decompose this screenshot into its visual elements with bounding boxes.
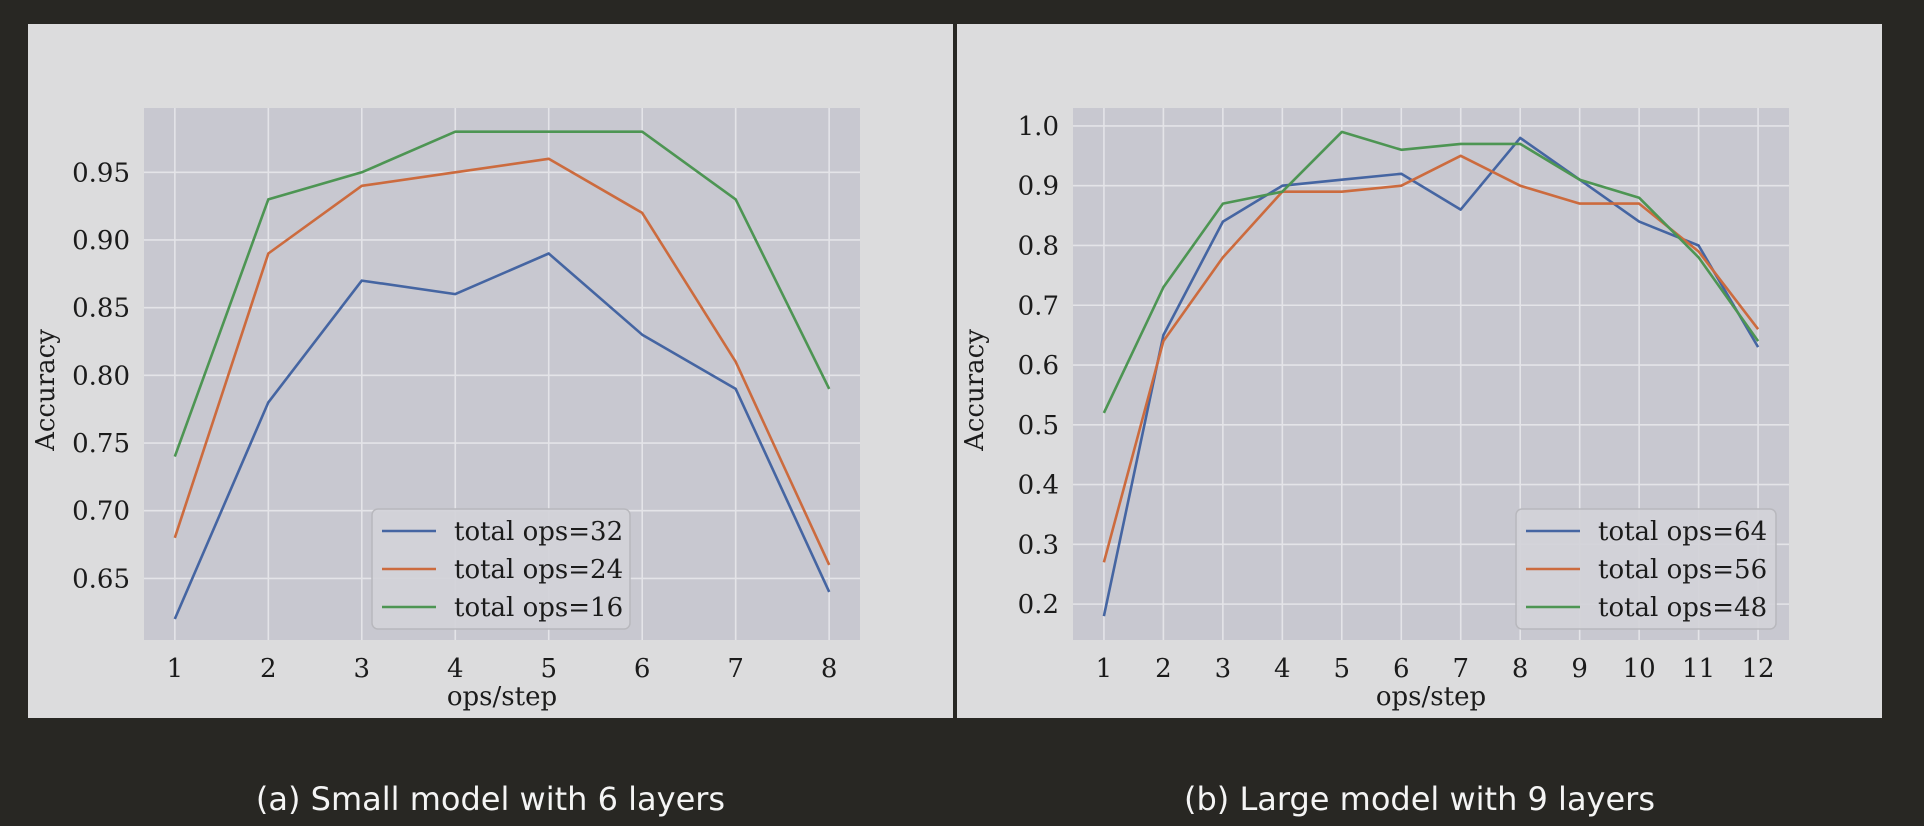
x-axis-label: ops/step bbox=[447, 682, 557, 712]
legend-entry: total ops=48 bbox=[1598, 593, 1767, 623]
x-tick-label: 4 bbox=[1274, 654, 1291, 684]
x-tick-label: 11 bbox=[1682, 654, 1715, 684]
y-tick-label: 0.65 bbox=[72, 564, 130, 594]
y-tick-label: 0.8 bbox=[1018, 231, 1059, 261]
y-tick-label: 0.85 bbox=[72, 294, 130, 324]
y-tick-label: 0.95 bbox=[72, 158, 130, 188]
x-tick-label: 2 bbox=[260, 654, 277, 684]
x-tick-label: 12 bbox=[1742, 654, 1775, 684]
x-tick-label: 8 bbox=[1512, 654, 1529, 684]
series-line-2 bbox=[173, 157, 831, 566]
x-tick-label: 4 bbox=[447, 654, 464, 684]
x-tick-label: 6 bbox=[1393, 654, 1410, 684]
legend-entry: total ops=24 bbox=[454, 555, 623, 585]
legend-entry: total ops=32 bbox=[454, 517, 623, 547]
x-tick-label: 7 bbox=[727, 654, 744, 684]
legend-entry: total ops=64 bbox=[1598, 517, 1767, 547]
y-tick-label: 0.2 bbox=[1018, 590, 1059, 620]
y-tick-label: 0.5 bbox=[1018, 411, 1059, 441]
x-tick-label: 5 bbox=[540, 654, 557, 684]
legend-entry: total ops=56 bbox=[1598, 555, 1767, 585]
series-line-1 bbox=[173, 252, 831, 620]
y-tick-label: 0.70 bbox=[72, 497, 130, 527]
y-tick-label: 0.6 bbox=[1018, 351, 1059, 381]
x-tick-label: 3 bbox=[354, 654, 371, 684]
x-axis-label: ops/step bbox=[1376, 682, 1486, 712]
series-line-2 bbox=[1102, 154, 1760, 563]
series-line-3 bbox=[173, 130, 831, 458]
legend-box bbox=[371, 508, 631, 630]
x-tick-label: 10 bbox=[1623, 654, 1656, 684]
y-tick-label: 0.80 bbox=[72, 361, 130, 391]
series-line-3 bbox=[1102, 130, 1760, 414]
series-line-1 bbox=[1102, 136, 1760, 617]
panel-b: 0.2 0.3 0.4 0.5 0.6 0.7 0.8 0.9 1.0 1 2 3 4 5 6 7 8 9 10 11… bbox=[957, 24, 1882, 718]
legend-box bbox=[1515, 508, 1777, 630]
x-tick-label: 1 bbox=[1096, 654, 1113, 684]
x-tick-label: 3 bbox=[1215, 654, 1232, 684]
y-tick-label: 0.75 bbox=[72, 429, 130, 459]
legend-entry: total ops=16 bbox=[454, 593, 623, 623]
x-tick-label: 9 bbox=[1571, 654, 1588, 684]
x-tick-label: 2 bbox=[1155, 654, 1172, 684]
y-tick-label: 0.90 bbox=[72, 226, 130, 256]
y-axis-label: Accuracy bbox=[31, 329, 61, 452]
y-axis-label: Accuracy bbox=[960, 329, 990, 452]
x-tick-label: 7 bbox=[1452, 654, 1469, 684]
x-tick-label: 6 bbox=[634, 654, 651, 684]
caption-a: (a) Small model with 6 layers bbox=[255, 780, 726, 818]
y-tick-label: 1.0 bbox=[1018, 112, 1059, 142]
chart-small-model: 0.65 0.70 0.75 0.80 0.85 0.90 0.95 1 2 3 4 5 6 7 8 ops/… bbox=[31, 108, 860, 712]
x-tick-label: 1 bbox=[167, 654, 184, 684]
legend: total ops=32 total ops=24 total ops=16 bbox=[371, 508, 631, 630]
x-tick-label: 5 bbox=[1334, 654, 1351, 684]
legend: total ops=64 total ops=56 total ops=48 bbox=[1515, 508, 1777, 630]
panel-a: 0.65 0.70 0.75 0.80 0.85 0.90 0.95 1 2 3 4 5 6 7 8 ops/… bbox=[28, 24, 953, 718]
chart-large-model: 0.20.30.40.50.60.70.80.91.01 2 3 4 5 6 7 8 9 10 11… bbox=[960, 108, 1789, 712]
caption-b: (b) Large model with 9 layers bbox=[1183, 780, 1655, 818]
y-tick-label: 0.3 bbox=[1018, 530, 1059, 560]
x-tick-label: 8 bbox=[821, 654, 838, 684]
y-tick-label: 0.7 bbox=[1018, 291, 1059, 321]
y-tick-label: 0.4 bbox=[1018, 471, 1059, 501]
y-tick-label: 0.9 bbox=[1018, 172, 1059, 202]
